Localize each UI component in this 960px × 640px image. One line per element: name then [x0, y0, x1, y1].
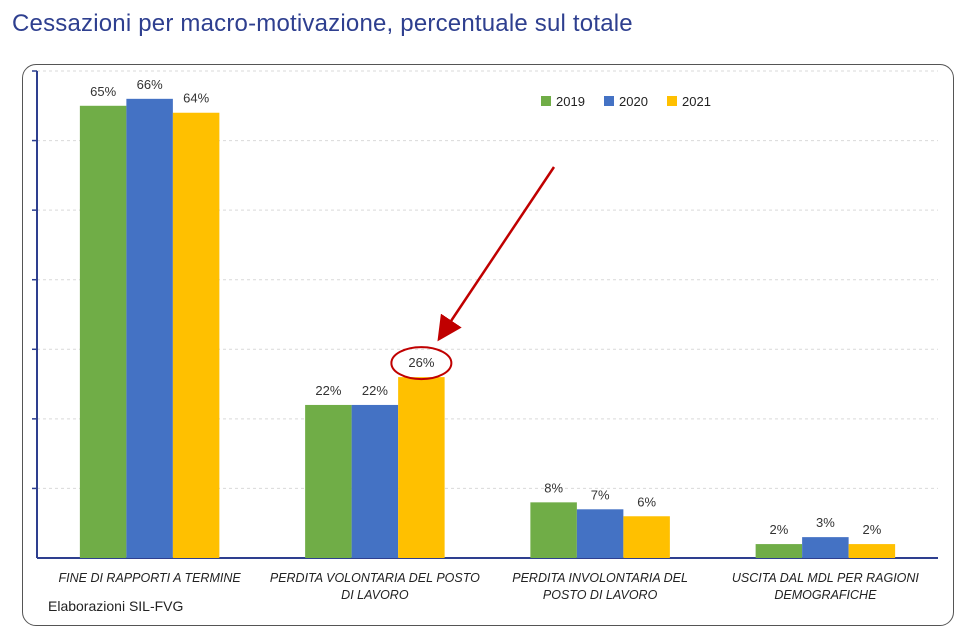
data-label: 2% — [769, 522, 788, 537]
data-label: 22% — [362, 383, 388, 398]
legend-label: 2021 — [682, 94, 711, 109]
data-label: 8% — [544, 480, 563, 495]
category-label: DEMOGRAFICHE — [774, 588, 877, 602]
category-label: USCITA DAL MDL PER RAGIONI — [732, 571, 920, 585]
category-label: PERDITA INVOLONTARIA DEL — [512, 571, 688, 585]
source-note: Elaborazioni SIL-FVG — [48, 598, 184, 614]
bar-2019-0 — [79, 105, 127, 559]
highlight-arrow — [437, 166, 556, 342]
data-label: 7% — [591, 487, 610, 502]
bar-2021-1 — [398, 377, 445, 558]
bar-2021-3 — [848, 544, 896, 558]
data-label: 65% — [90, 84, 116, 99]
data-label: 6% — [637, 494, 656, 509]
data-label: 64% — [183, 91, 209, 106]
bar-2020-0 — [126, 98, 173, 558]
bar-2020-2 — [576, 509, 624, 558]
category-label: PERDITA VOLONTARIA DEL POSTO — [270, 571, 480, 585]
bar-2019-1 — [305, 404, 352, 558]
page-title: Cessazioni per macro-motivazione, percen… — [12, 10, 633, 37]
highlight-circle — [390, 346, 453, 381]
bar-2020-1 — [351, 404, 399, 558]
category-label: FINE DI RAPPORTI A TERMINE — [59, 571, 242, 585]
bar-2021-2 — [623, 516, 670, 558]
legend-label: 2020 — [619, 94, 648, 109]
bar-2020-3 — [802, 537, 849, 558]
data-label: 22% — [315, 383, 341, 398]
data-label: 26% — [408, 355, 434, 370]
data-label: 2% — [862, 522, 881, 537]
legend-label: 2019 — [556, 94, 585, 109]
data-label: 66% — [137, 77, 163, 92]
bar-2019-2 — [530, 502, 577, 558]
bar-2019-3 — [755, 544, 803, 558]
legend-swatch-2020 — [604, 96, 614, 106]
legend-swatch-2021 — [667, 96, 677, 106]
data-label: 3% — [816, 515, 835, 530]
category-label: POSTO DI LAVORO — [543, 588, 658, 602]
category-label: DI LAVORO — [341, 588, 409, 602]
bar-2021-0 — [172, 112, 220, 558]
legend-swatch-2019 — [541, 96, 551, 106]
